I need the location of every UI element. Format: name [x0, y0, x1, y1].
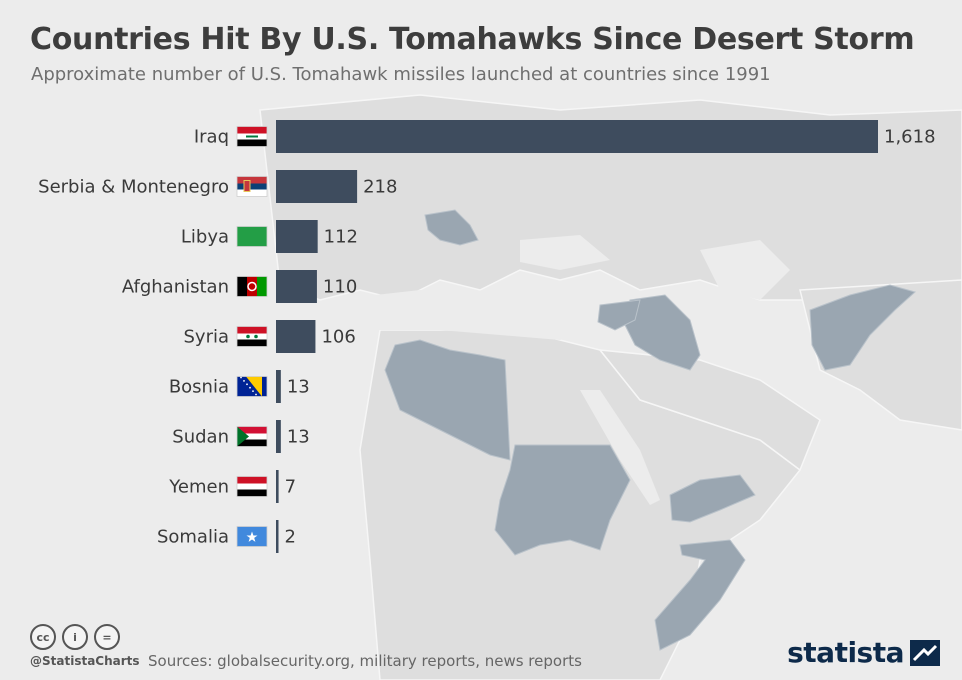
statista-logo[interactable]: statista	[787, 636, 940, 669]
twitter-handle[interactable]: @StatistaCharts	[30, 654, 140, 668]
bar-row-syria: Syria 106	[183, 320, 356, 353]
value-label: 218	[363, 177, 397, 198]
bar	[276, 420, 281, 453]
value-label: 106	[321, 327, 355, 348]
serbia-flag-icon	[236, 176, 268, 197]
bar-row-iraq: Iraq 1,618	[194, 120, 936, 153]
bar-row-somalia: Somalia 2	[157, 520, 296, 553]
value-label: 13	[287, 427, 310, 448]
bar	[276, 270, 317, 303]
bar-row-bosnia: Bosnia 13	[169, 370, 310, 403]
value-label: 1,618	[884, 127, 936, 148]
bar	[276, 520, 279, 553]
map-libya	[384, 339, 511, 461]
map-highlighted-countries	[384, 209, 917, 651]
yemen-flag-icon	[236, 476, 268, 497]
bar	[276, 120, 878, 153]
bar-row-sudan: Sudan 13	[172, 420, 310, 453]
category-label: Bosnia	[169, 377, 229, 398]
bar-row-yemen: Yemen 7	[168, 470, 296, 503]
bar	[276, 320, 316, 353]
no-derivatives-icon[interactable]: =	[94, 624, 120, 650]
category-label: Iraq	[194, 127, 229, 148]
category-label: Yemen	[168, 477, 229, 498]
value-label: 110	[323, 277, 357, 298]
license-icons: cc i =	[30, 624, 120, 650]
attribution-icon[interactable]: i	[62, 624, 88, 650]
category-label: Somalia	[157, 527, 229, 548]
map-sudan	[494, 444, 631, 556]
bar-row-afghanistan: Afghanistan 110	[122, 270, 357, 303]
syria-flag-icon	[236, 326, 268, 347]
value-label: 2	[285, 527, 296, 548]
map-iraq	[624, 294, 701, 371]
libya-flag-icon	[236, 226, 268, 247]
afghanistan-flag-icon	[236, 276, 268, 297]
chart-title: Countries Hit By U.S. Tomahawks Since De…	[30, 22, 915, 57]
bar-row-libya: Libya 112	[181, 220, 358, 253]
category-label: Sudan	[172, 427, 229, 448]
value-label: 112	[324, 227, 358, 248]
sudan-flag-icon	[236, 426, 268, 447]
value-label: 7	[285, 477, 296, 498]
category-label: Serbia & Montenegro	[38, 177, 229, 198]
map-seas	[330, 235, 790, 505]
chart-subtitle: Approximate number of U.S. Tomahawk miss…	[31, 64, 771, 85]
map-afghanistan	[809, 284, 917, 371]
bosnia-flag-icon	[236, 376, 268, 397]
value-label: 13	[287, 377, 310, 398]
statista-logo-icon	[910, 639, 940, 666]
category-label: Afghanistan	[122, 277, 229, 298]
bar	[276, 170, 358, 203]
sources-note: Sources: globalsecurity.org, military re…	[148, 652, 582, 670]
iraq-flag-icon	[236, 126, 268, 147]
bar	[276, 370, 281, 403]
cc-icon[interactable]: cc	[30, 624, 56, 650]
bar	[276, 220, 318, 253]
map-syria	[597, 299, 641, 331]
brand-name: statista	[787, 636, 904, 669]
bar	[276, 470, 279, 503]
map-yemen	[669, 474, 756, 523]
map-somalia	[654, 539, 746, 651]
category-label: Syria	[183, 327, 229, 348]
map-balkans	[424, 209, 479, 246]
category-label: Libya	[181, 227, 229, 248]
bar-row-serbia-montenegro: Serbia & Montenegro 218	[38, 170, 397, 203]
somalia-flag-icon	[236, 526, 268, 547]
